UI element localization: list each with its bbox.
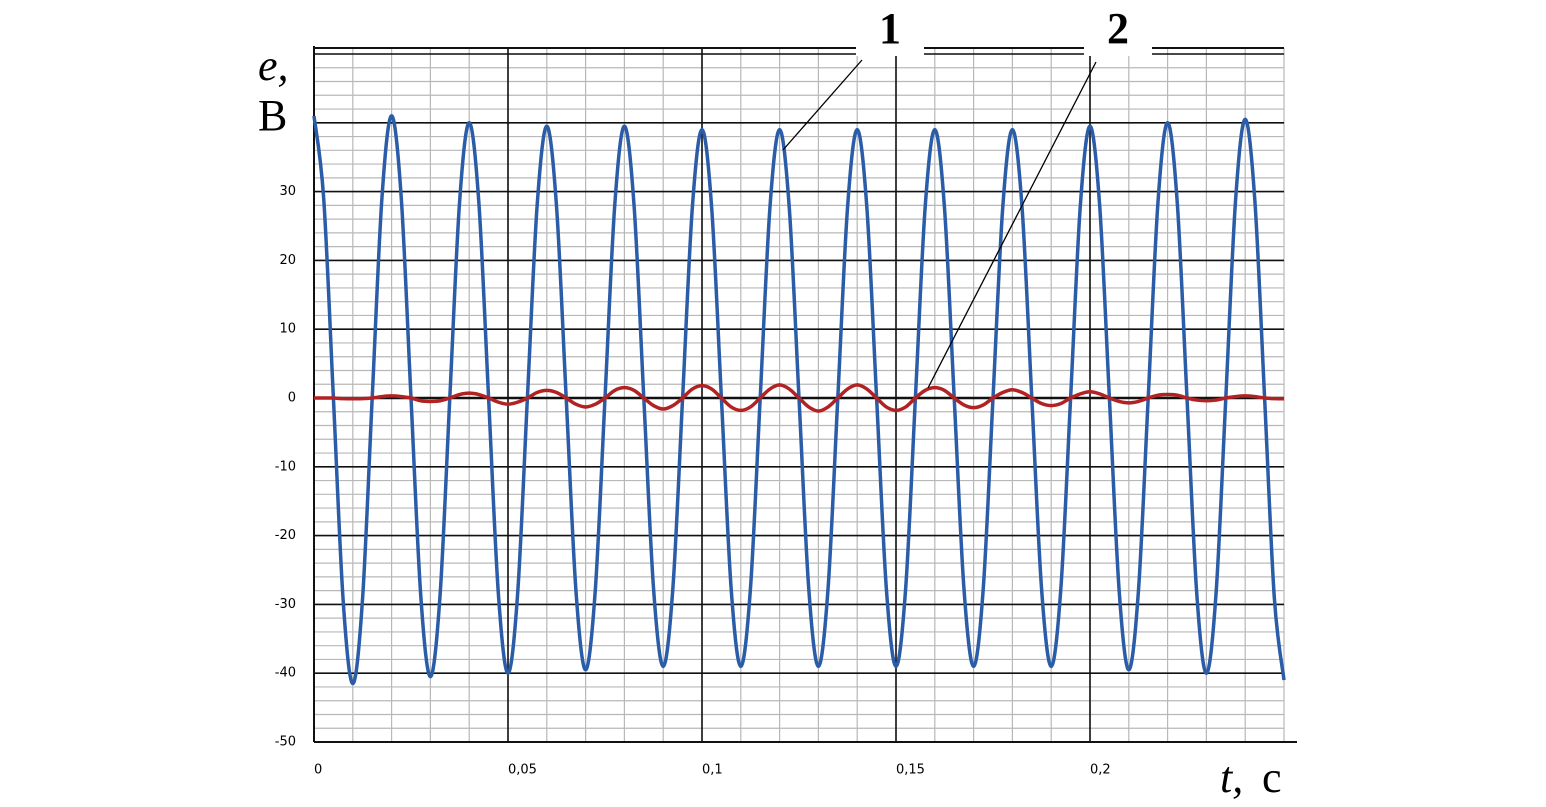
- label-backdrop: [1084, 40, 1152, 56]
- x-tick-label: 0,1: [702, 763, 723, 778]
- y-tick-label: -10: [275, 459, 296, 474]
- grid: [313, 46, 1297, 743]
- x-tick-label: 0,2: [1090, 763, 1111, 778]
- x-tick-label: 0: [314, 763, 322, 778]
- label-backdrop: [856, 40, 924, 56]
- series-label: 2: [1107, 4, 1129, 53]
- y-tick-label: -20: [275, 528, 296, 543]
- x-tick-label: 0,15: [896, 763, 925, 778]
- leader-line: [927, 61, 1097, 389]
- y-label-unit: B: [258, 91, 287, 140]
- leader-line: [782, 59, 863, 151]
- series-label: 1: [879, 4, 901, 53]
- series-line: [314, 383, 1285, 413]
- y-label-symbol: e,: [258, 41, 289, 90]
- x-tick-label: 0,05: [508, 763, 537, 778]
- y-tick-label: 20: [279, 253, 296, 268]
- x-label-unit: c: [1262, 753, 1282, 802]
- y-tick-label: -50: [275, 735, 296, 750]
- y-tick-label: 10: [279, 322, 296, 337]
- plot: [312, 114, 1286, 686]
- y-tick-label: 30: [279, 184, 296, 199]
- x-label-symbol: t,: [1220, 753, 1243, 802]
- y-tick-label: 0: [288, 391, 296, 406]
- y-tick-label: -40: [275, 666, 296, 681]
- y-tick-label: -30: [275, 597, 296, 612]
- series-line: [312, 114, 1286, 686]
